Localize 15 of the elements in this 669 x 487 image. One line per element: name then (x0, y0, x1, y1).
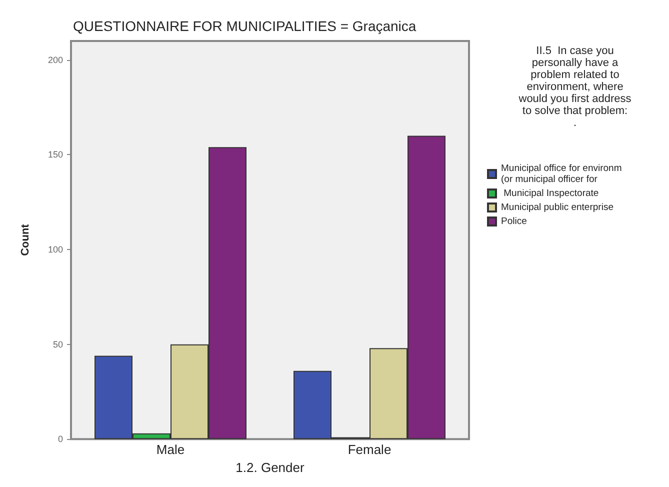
x-tick-label: Female (348, 442, 392, 458)
y-tick-label: 150 (48, 150, 63, 160)
y-tick-label: 50 (52, 339, 63, 350)
chart-title: QUESTIONNAIRE FOR MUNICIPALITIES = Graçanica (73, 18, 416, 34)
legend-title: II.5 In case you personally have a problem related to environment, where would you first address to solve that problem: . (518, 45, 632, 129)
y-tick-label: 0 (58, 434, 63, 444)
legend-label: Municipal Inspectorate (501, 188, 599, 199)
y-tick-label: 200 (48, 54, 63, 65)
x-axis-title: 1.2. Gender (236, 460, 305, 475)
y-axis-title: Count (20, 224, 32, 256)
legend-label: Municipal public enterprise (501, 202, 614, 213)
legend-label: Municipal office for environm (or municipal officer for (501, 163, 622, 185)
legend-label: Police (501, 216, 527, 227)
y-tick-label: 100 (48, 244, 63, 255)
x-tick-label: Male (156, 442, 185, 458)
